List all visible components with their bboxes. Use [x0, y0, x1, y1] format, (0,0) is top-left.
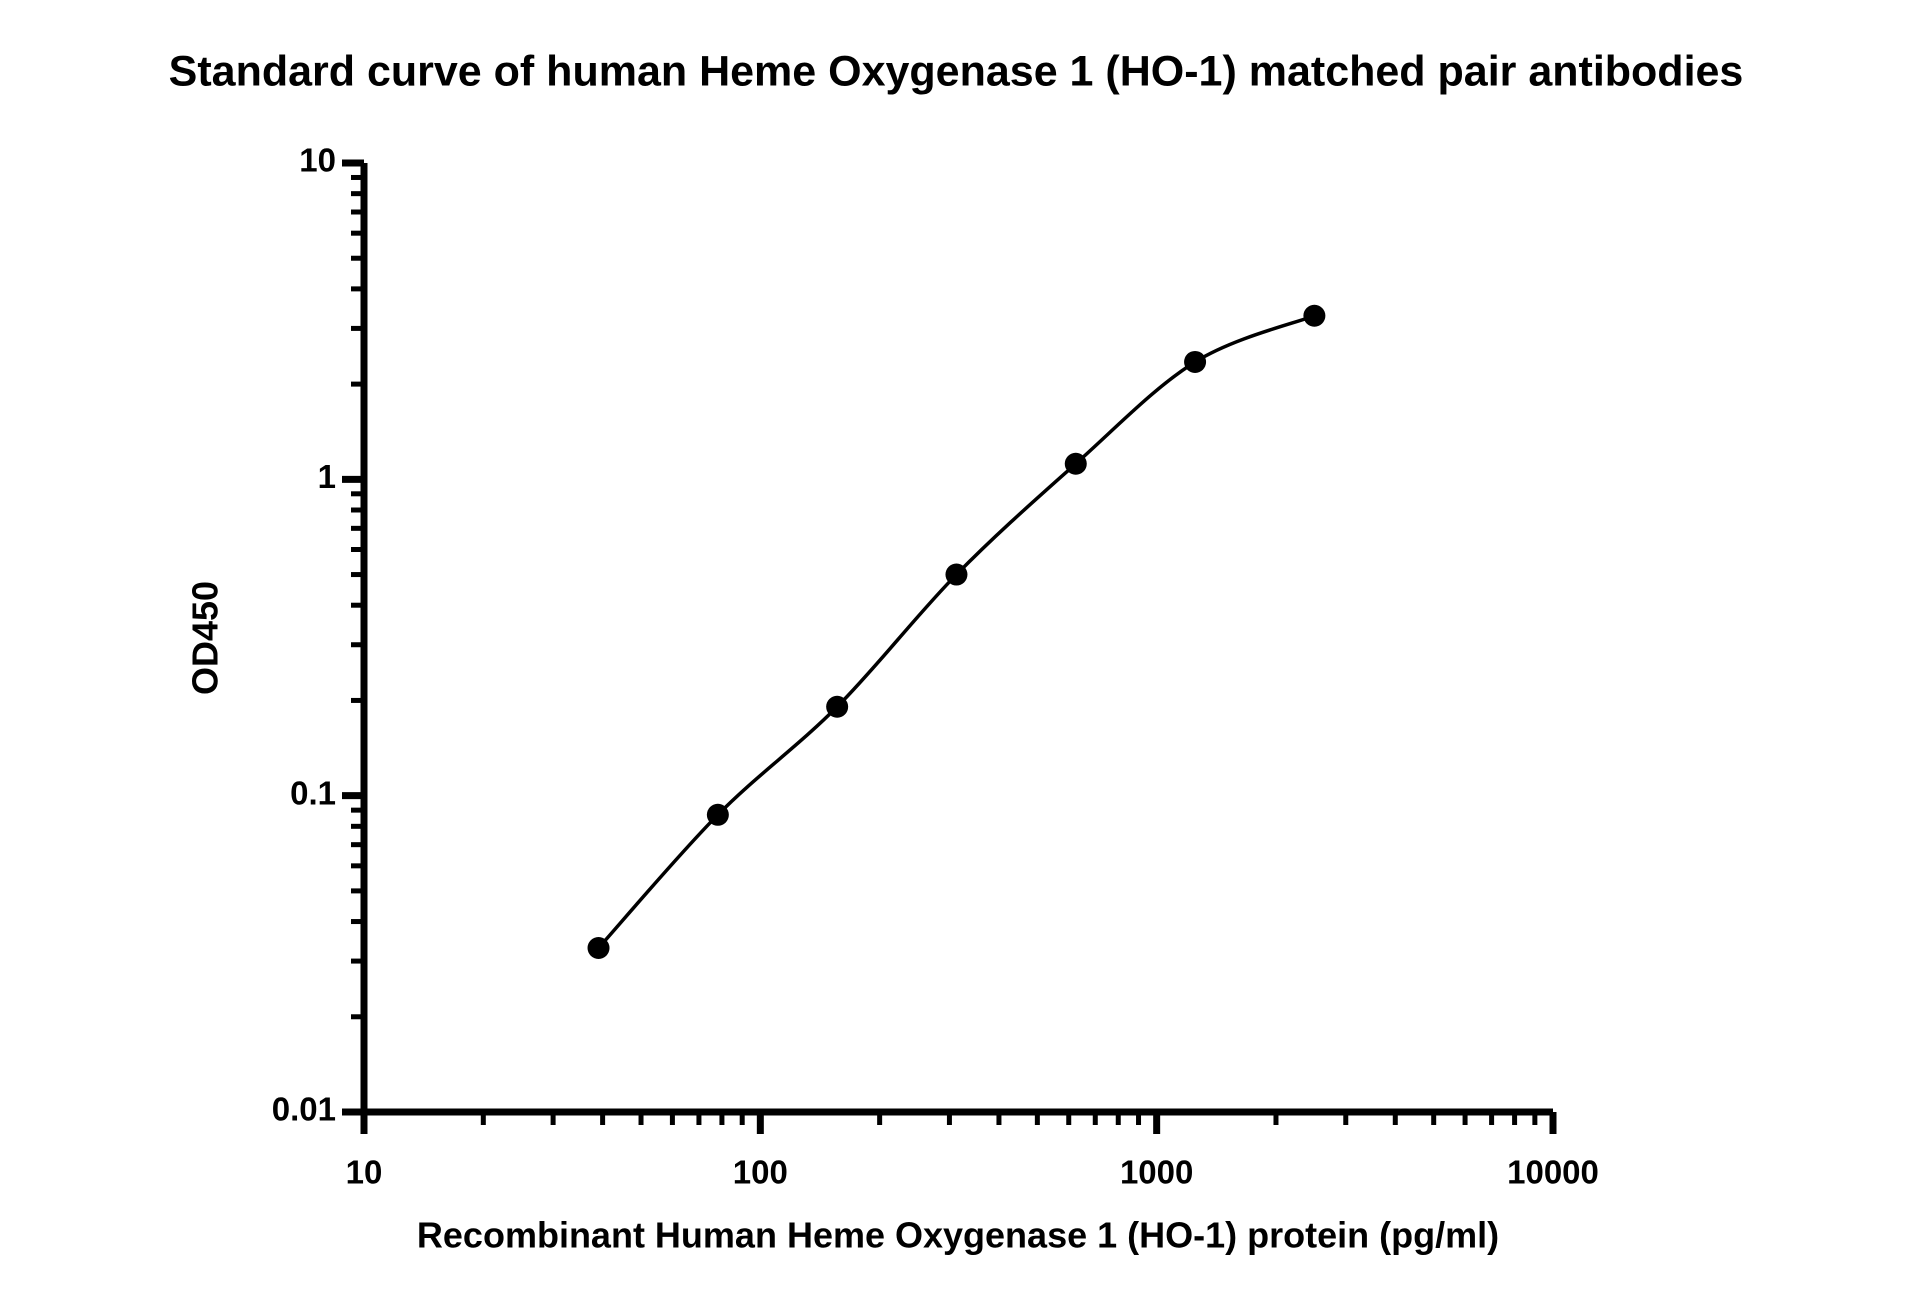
x-tick-label: 1000: [1120, 1154, 1193, 1191]
y-tick-label: 10: [299, 142, 336, 179]
y-tick-label: 1: [318, 458, 336, 495]
y-tick-label: 0.01: [272, 1091, 336, 1128]
data-point: [1064, 452, 1087, 475]
data-point: [706, 803, 729, 826]
fit-curve: [597, 314, 1316, 950]
data-point: [587, 936, 610, 959]
data-point: [1303, 304, 1326, 327]
data-point: [945, 563, 968, 586]
y-axis-label: OD450: [185, 581, 226, 695]
x-tick-label: 100: [733, 1154, 788, 1191]
chart-title: Standard curve of human Heme Oxygenase 1…: [169, 47, 1744, 95]
x-tick-label: 10: [346, 1154, 383, 1191]
x-tick-label: 10000: [1507, 1154, 1599, 1191]
x-axis-label: Recombinant Human Heme Oxygenase 1 (HO-1…: [417, 1215, 1499, 1256]
data-point: [826, 695, 849, 718]
y-tick-label: 0.1: [290, 774, 336, 811]
data-point: [1184, 350, 1207, 373]
